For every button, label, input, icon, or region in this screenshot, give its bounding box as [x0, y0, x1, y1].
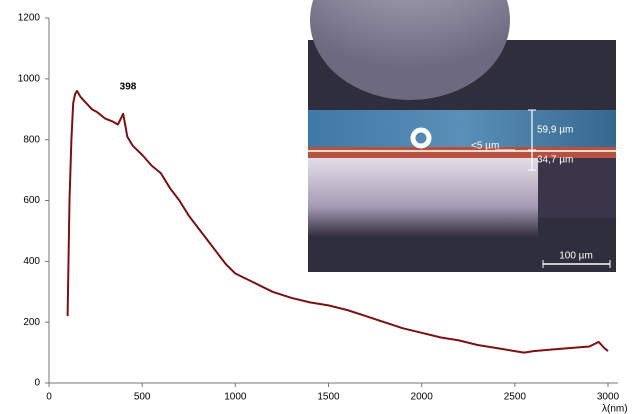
- x-tick-label: 2500: [504, 392, 527, 403]
- y-tick-label: 1200: [18, 13, 41, 24]
- spectrum-line: [66, 90, 609, 354]
- y-tick-label: 400: [23, 256, 40, 267]
- inset-label: <5 µm: [471, 141, 499, 152]
- peak-annotation: 398: [120, 82, 137, 93]
- inset-label: 59,9 µm: [537, 125, 573, 136]
- x-tick-label: 0: [46, 392, 52, 403]
- y-tick-label: 0: [34, 378, 40, 389]
- x-tick-label: 3000: [597, 392, 620, 403]
- y-tick-label: 600: [23, 195, 40, 206]
- scale-bar-label: 100 µm: [559, 251, 593, 262]
- inset-label: 34,7 µm: [537, 155, 573, 166]
- x-axis-label: λ(nm): [602, 404, 628, 414]
- inset-image: 59,9 µm 34,7 µm <5 µm 100 µm: [308, 0, 616, 272]
- y-tick-label: 1000: [18, 73, 41, 84]
- y-tick-label: 800: [23, 134, 40, 145]
- x-tick-label: 1500: [317, 392, 340, 403]
- y-tick-label: 200: [23, 317, 40, 328]
- x-tick-label: 2000: [411, 392, 434, 403]
- x-tick-label: 1000: [224, 392, 247, 403]
- x-tick-label: 500: [134, 392, 151, 403]
